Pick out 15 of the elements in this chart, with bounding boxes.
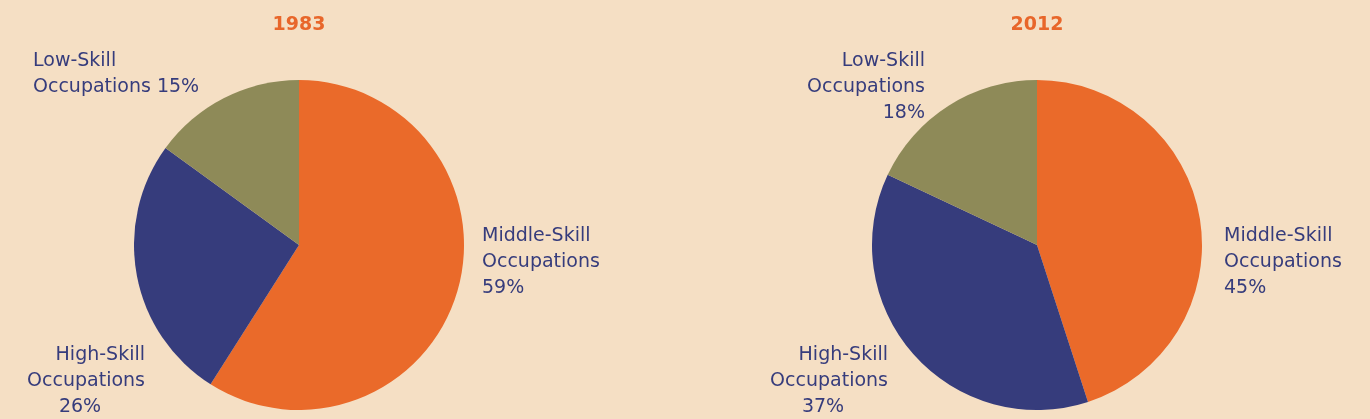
slice-label: Low-Skill Occupations 15%	[33, 48, 200, 96]
chart-title: 2012	[1010, 12, 1064, 34]
data-label: 26%	[58, 394, 102, 416]
chart-title: 1983	[272, 12, 326, 34]
pie-slice	[1037, 80, 1202, 402]
data-label: 37%	[801, 394, 845, 416]
pie-slice	[210, 80, 464, 410]
slice-label: High-Skill Occupations	[770, 342, 888, 390]
slice-label: Low-Skill Occupations	[807, 48, 925, 96]
data-label: 59%	[482, 275, 525, 297]
slice-label: Middle-Skill Occupations	[482, 223, 600, 271]
data-label: 45%	[1224, 275, 1267, 297]
data-label: 18%	[882, 100, 925, 122]
slice-label: High-Skill Occupations	[27, 342, 145, 390]
slice-label: Middle-Skill Occupations	[1224, 223, 1342, 271]
